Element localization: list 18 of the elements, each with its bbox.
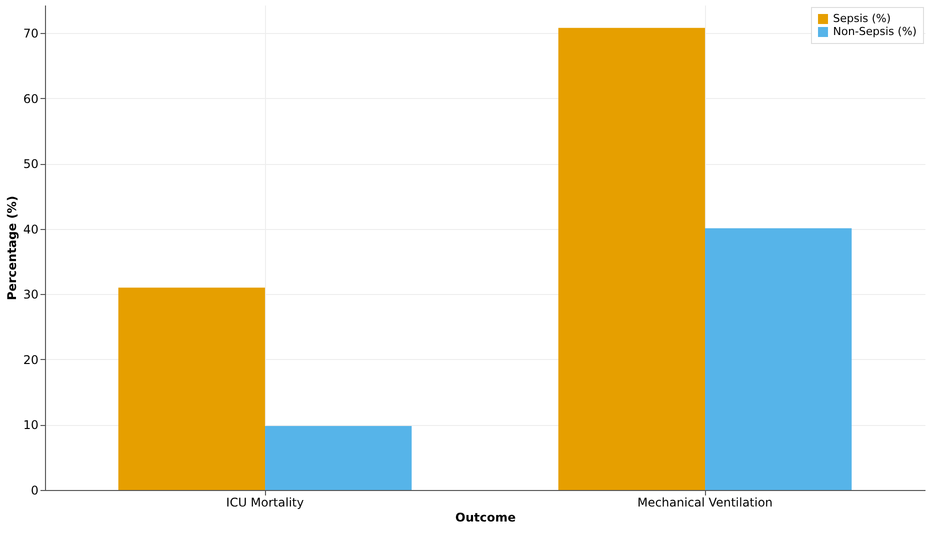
y-tick-label: 70 [23,26,38,41]
y-axis-title: Percentage (%) [5,196,20,300]
y-tick-label: 40 [23,222,38,236]
y-tick-label: 50 [23,157,38,172]
y-tick-label: 0 [30,484,38,498]
bar [118,288,265,490]
legend-label: Sepsis (%) [833,12,891,25]
x-tick-label: ICU Mortality [226,496,304,510]
y-tick-label: 60 [23,92,38,106]
y-tick-label: 20 [23,352,38,367]
x-tick-label: Mechanical Ventilation [637,496,773,510]
y-tick-label: 10 [23,418,38,432]
x-axis-title: Outcome [455,510,516,524]
y-tick-label: 30 [23,288,38,302]
bar [705,228,852,490]
legend-label: Non-Sepsis (%) [833,25,917,38]
bar [265,426,412,490]
bar [558,28,705,490]
